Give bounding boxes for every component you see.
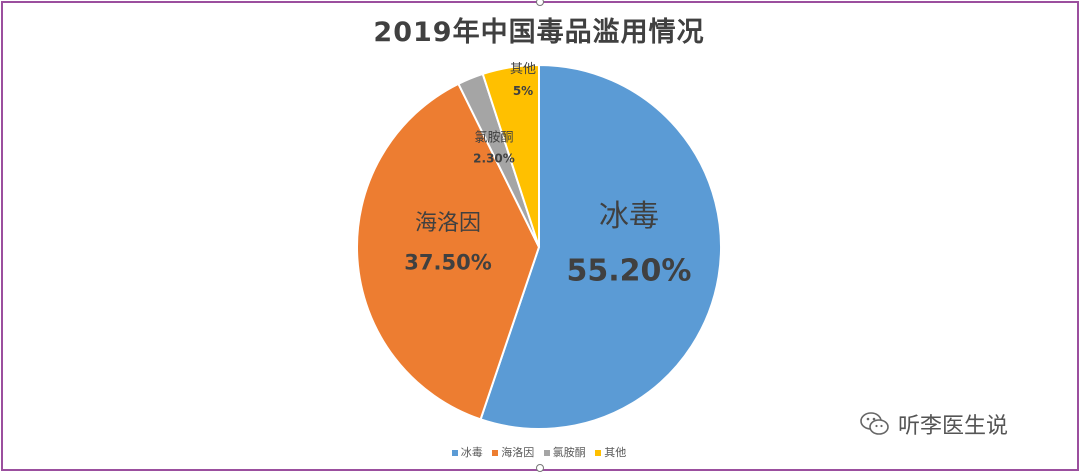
chart-legend: 冰毒 海洛因 氯胺酮 其他 [0, 444, 1078, 460]
slice-label: 氯胺酮 [474, 131, 513, 146]
watermark-text: 听李医生说 [898, 414, 1009, 439]
legend-item: 其他 [595, 444, 626, 460]
legend-swatch [595, 450, 602, 456]
chart-title: 2019年中国毒品滥用情况 [373, 17, 705, 48]
resize-handle-top[interactable] [536, 0, 544, 6]
resize-handle-bottom[interactable] [536, 464, 544, 472]
legend-item: 冰毒 [451, 444, 483, 460]
legend-label: 冰毒 [460, 446, 483, 459]
legend-swatch [543, 450, 550, 456]
legend-label: 其他 [604, 446, 627, 459]
legend-item: 海洛因 [492, 444, 534, 460]
legend-label: 海洛因 [501, 446, 535, 459]
wechat-icon [860, 411, 890, 443]
pie-slice[interactable] [479, 63, 722, 430]
slice-value-label: 55.20% [567, 254, 692, 289]
slice-label: 其他 [510, 62, 536, 77]
slice-value-label: 2.30% [473, 152, 515, 166]
legend-label: 氯胺酮 [552, 446, 586, 459]
slice-label: 海洛因 [415, 211, 481, 236]
pie-slice[interactable] [356, 82, 541, 421]
slice-value-label: 5% [513, 84, 533, 98]
legend-swatch [492, 450, 499, 456]
legend-swatch [451, 450, 458, 456]
slice-label: 冰毒 [599, 199, 659, 234]
slice-value-label: 37.50% [404, 250, 491, 274]
pie-slice[interactable] [481, 63, 540, 248]
watermark: 听李医生说 [860, 408, 1008, 443]
legend-item: 氯胺酮 [543, 444, 586, 460]
